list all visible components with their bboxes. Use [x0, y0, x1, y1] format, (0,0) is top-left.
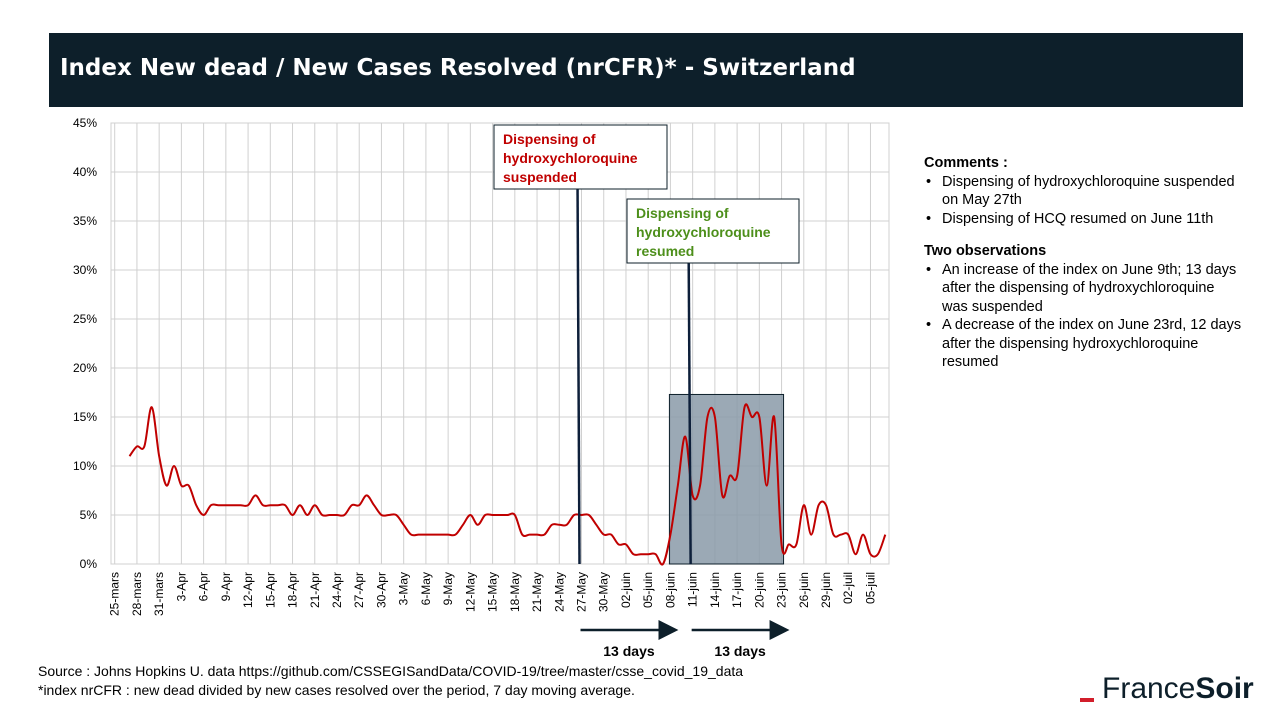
- x-tick-label: 15-Apr: [263, 572, 277, 608]
- y-tick-label: 10%: [73, 459, 97, 473]
- y-tick-label: 15%: [73, 410, 97, 424]
- x-tick-label: 30-May: [597, 572, 611, 612]
- x-tick-label: 29-juin: [819, 572, 833, 608]
- y-axis: 0% 5% 10% 15% 20% 25% 30% 35% 40% 45%: [73, 116, 97, 571]
- x-tick-label: 05-juil: [863, 572, 877, 604]
- comments-panel: Comments : Dispensing of hydroxychloroqu…: [924, 154, 1244, 386]
- x-tick-label: 21-Apr: [308, 572, 322, 608]
- x-tick-label: 12-May: [463, 572, 477, 612]
- francesoir-logo: FranceSoir: [1080, 672, 1254, 712]
- x-tick-label: 17-juin: [730, 572, 744, 608]
- x-tick-label: 6-May: [419, 572, 433, 605]
- annotation-label: Dispensing of: [636, 205, 729, 221]
- footer-notes: Source : Johns Hopkins U. data https://g…: [38, 662, 743, 700]
- observations-heading: Two observations: [924, 243, 1047, 259]
- comment-item: Dispensing of HCQ resumed on June 11th: [924, 210, 1244, 229]
- observation-item: A decrease of the index on June 23rd, 12…: [924, 316, 1244, 372]
- comment-item: Dispensing of hydroxychloroquine suspend…: [924, 173, 1244, 210]
- annotation-label: hydroxychloroquine: [636, 224, 771, 240]
- logo-dash: [1080, 698, 1094, 702]
- x-tick-label: 18-Apr: [286, 572, 300, 608]
- logo-text-soir: Soir: [1195, 672, 1254, 705]
- annotation-label: hydroxychloroquine: [503, 150, 638, 166]
- x-tick-label: 3-Apr: [174, 572, 188, 601]
- y-tick-label: 5%: [80, 508, 98, 522]
- x-tick-label: 25-mars: [108, 572, 122, 616]
- x-tick-label: 24-May: [552, 572, 566, 612]
- logo-text-france: France: [1102, 672, 1196, 705]
- x-tick-label: 3-May: [397, 572, 411, 605]
- annotation-box: [493, 124, 668, 190]
- x-tick-label: 18-May: [508, 572, 522, 612]
- x-tick-label: 6-Apr: [197, 572, 211, 601]
- line-layer: [128, 403, 887, 566]
- y-tick-label: 25%: [73, 312, 97, 326]
- y-tick-label: 30%: [73, 263, 97, 277]
- x-tick-label: 02-juin: [619, 572, 633, 608]
- comments-list: Dispensing of hydroxychloroquine suspend…: [924, 173, 1244, 229]
- series-line: [128, 403, 887, 566]
- x-tick-label: 20-juin: [752, 572, 766, 608]
- y-tick-label: 35%: [73, 214, 97, 228]
- observations-list: An increase of the index on June 9th; 13…: [924, 261, 1244, 372]
- source-text: Source : Johns Hopkins U. data https://g…: [38, 663, 744, 679]
- x-tick-label: 24-Apr: [330, 572, 344, 608]
- page-title: Index New dead / New Cases Resolved (nrC…: [60, 55, 856, 81]
- x-tick-label: 15-May: [486, 572, 500, 612]
- x-axis: 25-mars 28-mars 31-mars 3-Apr 6-Apr 9-Apr 12-A…: [108, 572, 878, 616]
- y-tick-label: 20%: [73, 361, 97, 375]
- y-tick-label: 0%: [80, 557, 98, 571]
- x-tick-label: 9-May: [441, 572, 455, 605]
- day-arrow-label: 13 days: [603, 643, 655, 659]
- annotation-line: [687, 254, 692, 565]
- day-arrow-label: 13 days: [714, 643, 766, 659]
- comments-heading: Comments :: [924, 155, 1008, 171]
- x-tick-label: 21-May: [530, 572, 544, 612]
- annotation-box: [626, 198, 800, 264]
- x-tick-label: 11-juin: [686, 572, 700, 607]
- x-tick-label: 23-juin: [775, 572, 789, 608]
- x-tick-label: 31-mars: [152, 572, 166, 616]
- x-tick-label: 05-juin: [641, 572, 655, 608]
- footnote-text: *index nrCFR : new dead divided by new c…: [38, 682, 635, 698]
- x-tick-label: 28-mars: [130, 572, 144, 616]
- annotation-label: Dispensing of: [503, 131, 596, 147]
- annotations: Dispensing of hydroxychloroquine suspended…: [493, 124, 800, 659]
- x-tick-label: 27-Apr: [352, 572, 366, 608]
- highlight-layer: [668, 393, 785, 565]
- annotation-line: [576, 180, 581, 565]
- highlight-box: [668, 393, 785, 565]
- x-tick-label: 30-Apr: [374, 572, 388, 608]
- x-tick-label: 26-juin: [797, 572, 811, 608]
- x-tick-label: 02-juil: [841, 572, 855, 604]
- y-tick-label: 45%: [73, 116, 97, 130]
- x-tick-label: 27-May: [575, 572, 589, 612]
- title-bar: Index New dead / New Cases Resolved (nrC…: [49, 33, 1243, 107]
- annotation-label: suspended: [503, 169, 577, 185]
- observation-item: An increase of the index on June 9th; 13…: [924, 261, 1244, 317]
- x-tick-label: 14-juin: [708, 572, 722, 608]
- x-tick-label: 9-Apr: [219, 572, 233, 601]
- y-tick-label: 40%: [73, 165, 97, 179]
- annotation-label: resumed: [636, 243, 694, 259]
- x-tick-label: 12-Apr: [241, 572, 255, 608]
- x-tick-label: 08-juin: [663, 572, 677, 608]
